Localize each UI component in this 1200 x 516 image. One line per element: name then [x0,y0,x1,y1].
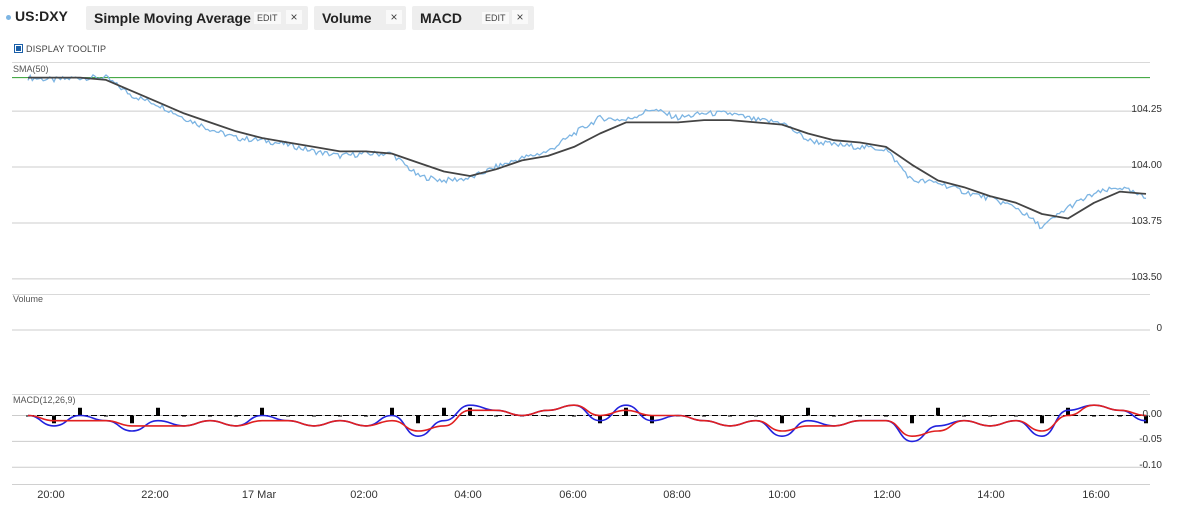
macd-histogram-bar [494,415,498,417]
x-tick-label: 14:00 [977,489,1005,501]
x-tick-label: 10:00 [768,489,796,501]
sma-line [28,76,1147,220]
x-tick-label: 06:00 [559,489,587,501]
x-tick-label: 08:00 [663,489,691,501]
macd-histogram-bar [364,415,368,417]
macd-histogram-bar [572,415,576,417]
tooltip-checkbox[interactable] [14,44,23,53]
indicator-name-volume: Volume [322,10,372,26]
macd-histogram-bar [1066,407,1070,416]
macd-histogram-bar [884,415,888,417]
macd-histogram-bar [156,407,160,416]
macd-histogram-bar [1014,415,1018,417]
x-tick-label: 12:00 [873,489,901,501]
macd-histogram-bar [910,415,914,424]
x-tick-label: 04:00 [454,489,482,501]
macd-histogram-bar [1040,415,1044,424]
macd-histogram-bar [1118,415,1122,417]
macd-histogram-bar [390,407,394,416]
macd-histogram-bar [988,415,992,417]
macd-histogram-bar [260,407,264,416]
macd-histogram-bar [52,415,56,424]
indicator-chip-volume: Volume × [314,6,406,30]
macd-histogram-bar [832,415,836,417]
macd-histogram-bar [182,415,186,417]
macd-histogram-bar [104,415,108,417]
indicator-name-sma: Simple Moving Average [94,10,251,26]
volume-panel-label: Volume [13,294,44,304]
signal-line [27,404,1147,438]
price-y-tick-label: 104.00 [1131,160,1162,172]
indicator-chip-macd: MACD EDIT × [412,6,534,30]
price-y-tick-label: 103.75 [1131,215,1162,227]
macd-histogram-bar [780,415,784,424]
macd-histogram-bar [234,415,238,417]
macd-histogram-bar [1092,415,1096,417]
macd-histogram-bar [936,407,940,416]
macd-histogram-bar [702,415,706,417]
macd-histogram-bar [806,407,810,416]
macd-histogram-bar [598,415,602,424]
price-line [27,73,1147,230]
macd-y-tick-label: -0.05 [1139,434,1162,446]
macd-histogram-bar [130,415,134,424]
sma-panel-label: SMA(50) [13,64,49,74]
macd-histogram-bar [208,415,212,417]
macd-histogram-bar [546,415,550,417]
series-color-dot [6,14,11,20]
indicator-chip-sma: Simple Moving Average EDIT × [86,6,308,30]
x-tick-label: 02:00 [350,489,378,501]
close-macd-icon[interactable]: × [512,10,528,24]
chart-toolbar: US:DXY Simple Moving Average EDIT × Volu… [0,0,1200,36]
display-tooltip-toggle[interactable]: DISPLAY TOOLTIP [14,44,106,54]
macd-histogram-bar [858,415,862,417]
symbol-text: US:DXY [15,8,68,24]
macd-histogram-bar [286,415,290,417]
price-y-tick-label: 104.25 [1131,104,1162,116]
x-tick-label: 16:00 [1082,489,1110,501]
volume-y-tick-label: 0 [1156,323,1162,334]
macd-histogram-bar [312,415,316,417]
macd-histogram-bar [442,407,446,416]
price-y-tick-label: 103.50 [1131,271,1162,283]
macd-histogram-bar [1144,415,1148,424]
macd-histogram-bar [416,415,420,424]
macd-histogram-bar [728,415,732,417]
indicator-name-macd: MACD [420,10,462,26]
x-tick-label: 20:00 [37,489,65,501]
edit-macd-button[interactable]: EDIT [482,12,509,24]
edit-sma-button[interactable]: EDIT [254,12,281,24]
macd-histogram-bar [650,415,654,424]
macd-histogram-bar [468,407,472,416]
macd-panel-label: MACD(12,26,9) [13,395,76,405]
macd-histogram-bar [624,407,628,416]
macd-y-tick-label: 0.00 [1142,408,1162,420]
macd-histogram-bar [78,407,82,416]
tooltip-label: DISPLAY TOOLTIP [26,44,107,54]
symbol-label[interactable]: US:DXY [6,8,68,24]
macd-histogram-bar [754,415,758,417]
macd-y-tick-label: -0.10 [1139,460,1162,472]
close-volume-icon[interactable]: × [386,10,402,24]
x-tick-label: 22:00 [141,489,169,501]
close-sma-icon[interactable]: × [286,10,302,24]
x-tick-label: 17 Mar [241,489,277,501]
macd-histogram-bar [962,415,966,417]
macd-histogram-bar [338,415,342,417]
